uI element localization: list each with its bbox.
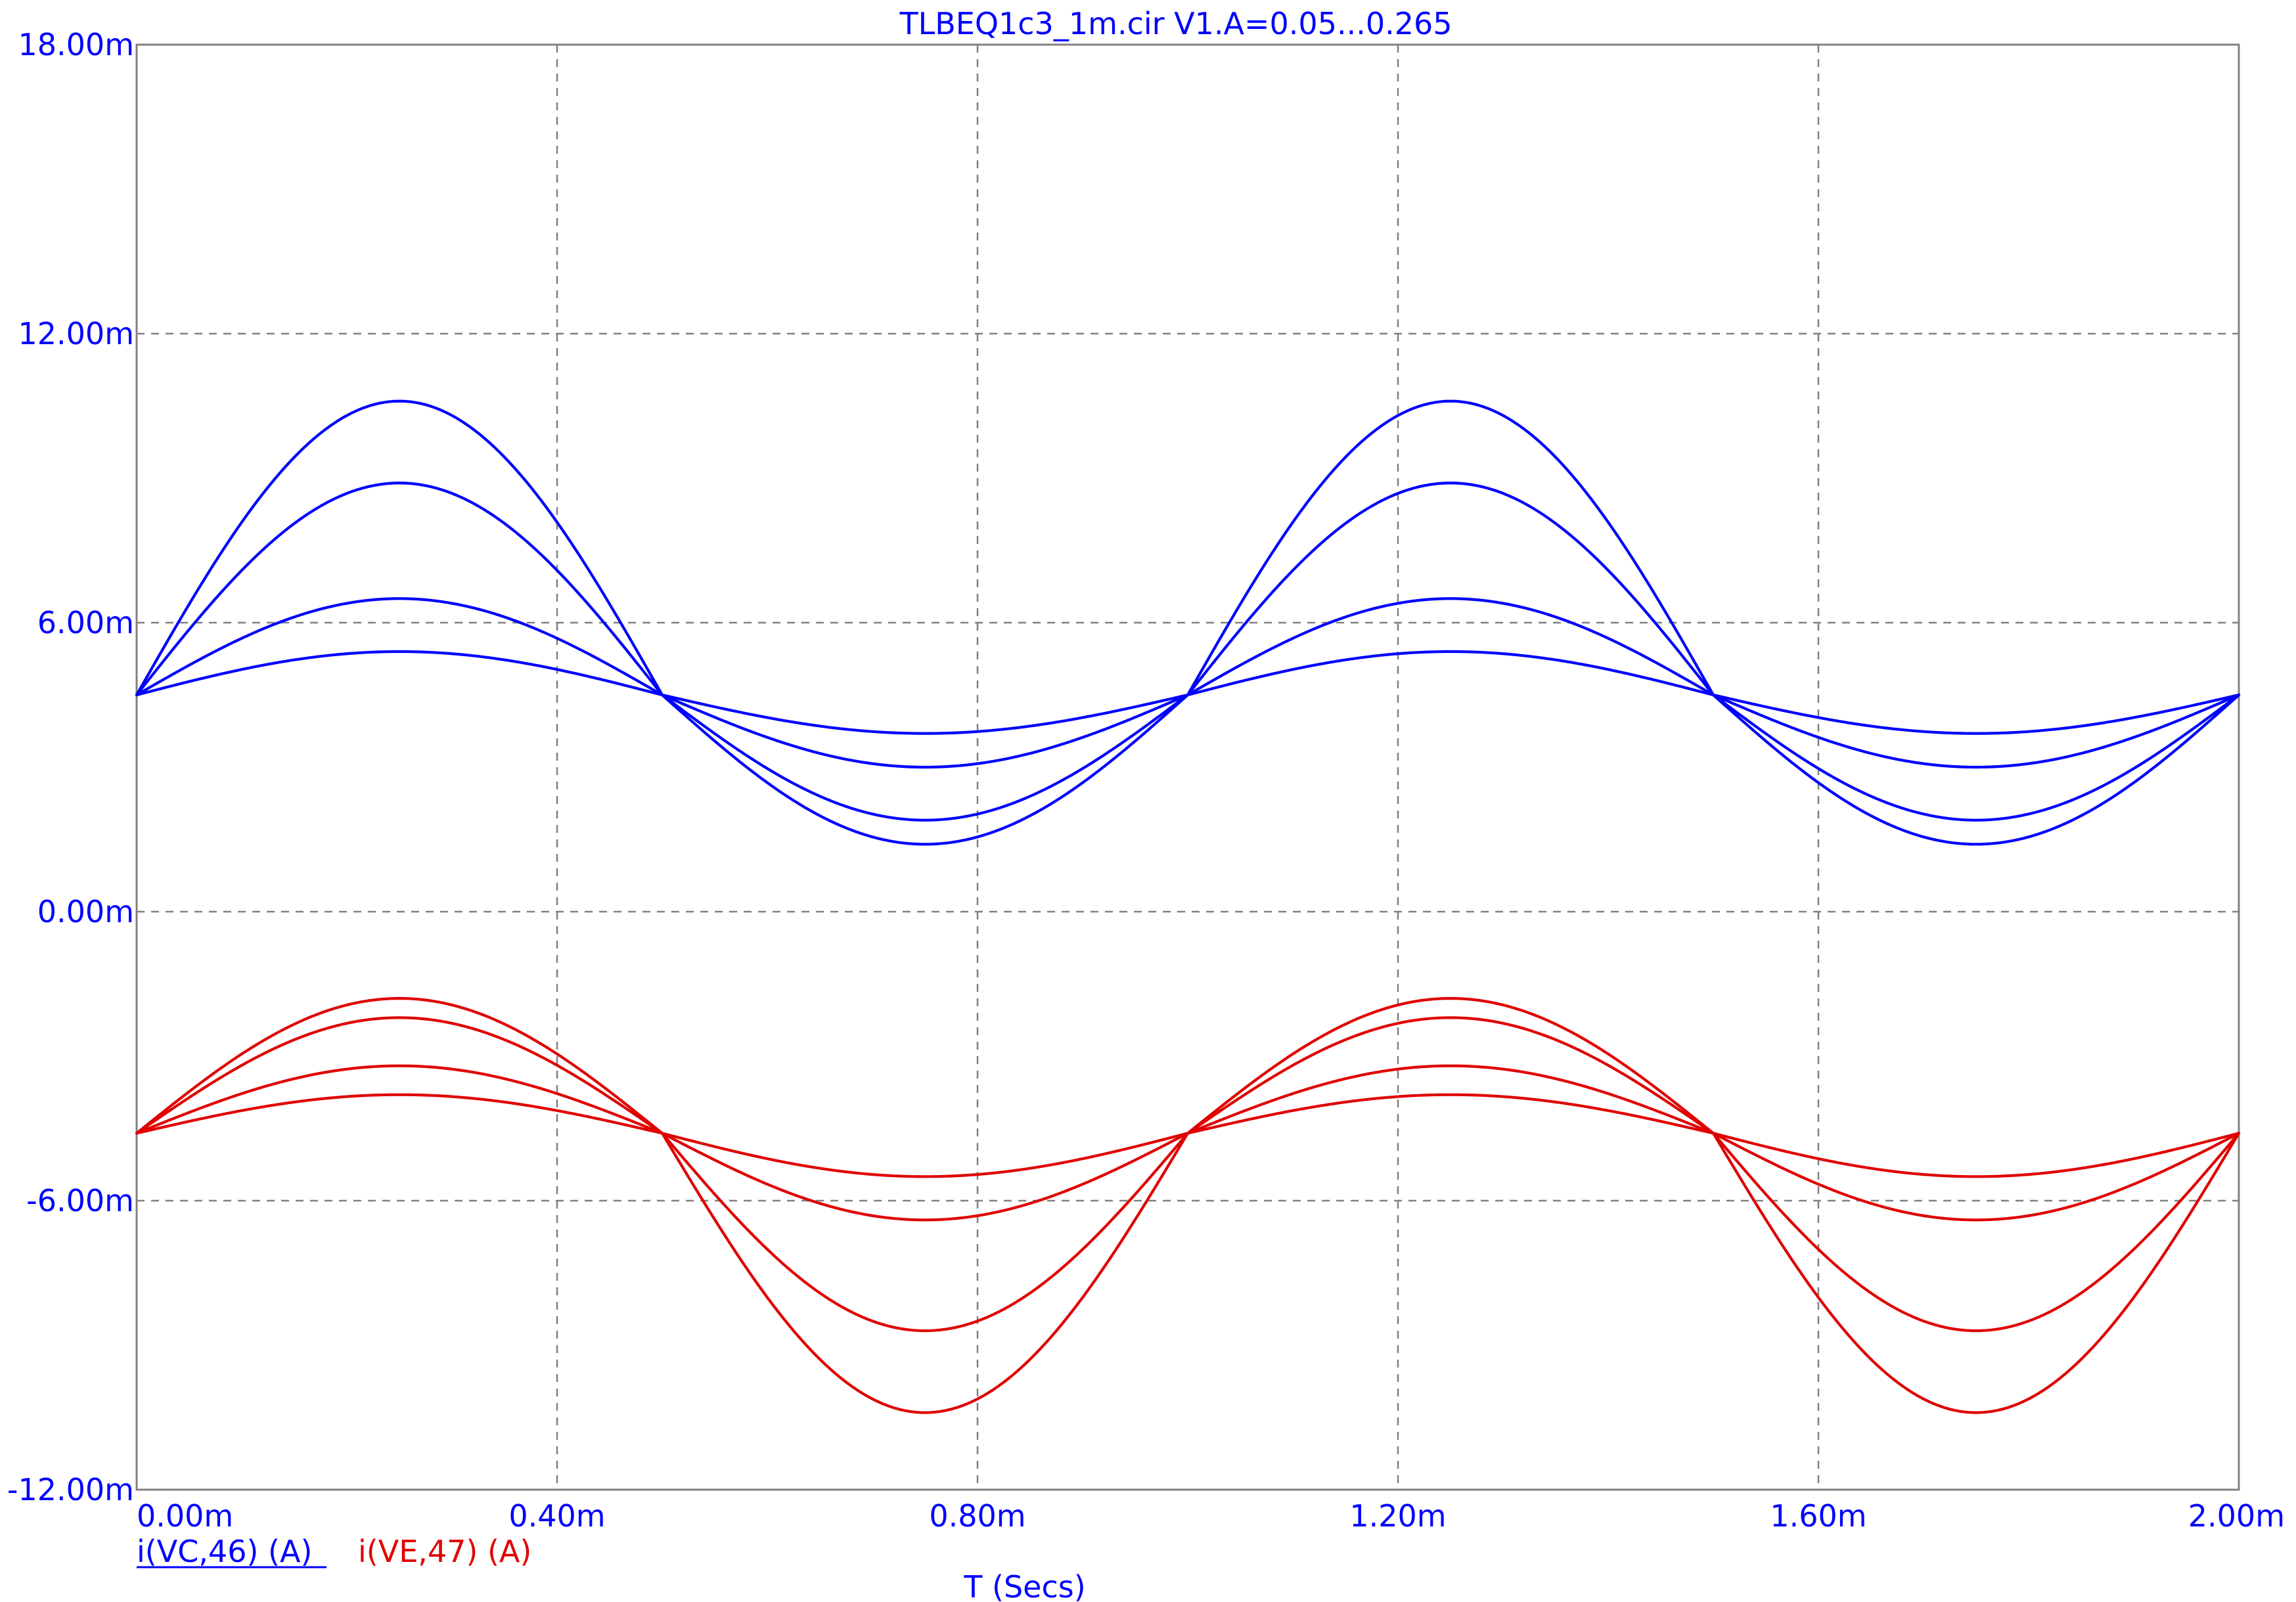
legend-item-ve: i(VE,47) (A): [358, 1534, 531, 1569]
x-tick-label: 0.80m: [929, 1498, 1025, 1534]
y-tick-labels: 18.00m 12.00m 6.00m 0.00m -6.00m -12.00m: [7, 27, 134, 1507]
x-axis-label: T (Secs): [963, 1569, 1085, 1602]
vc-trace-3: [135, 481, 2241, 822]
y-tick-label: 12.00m: [18, 316, 135, 351]
traces: [135, 399, 2241, 1414]
y-tick-label: 0.00m: [37, 894, 134, 929]
y-tick-label: 18.00m: [18, 27, 135, 62]
grid-lines: [137, 45, 2239, 1490]
plot-frame: [135, 43, 2240, 1491]
vc-trace-2: [135, 597, 2241, 769]
y-tick-label: -6.00m: [26, 1183, 134, 1218]
ve-trace-2: [135, 1064, 2241, 1222]
x-tick-label: 0.40m: [508, 1498, 605, 1534]
y-tick-label: -12.00m: [7, 1472, 134, 1507]
legend-item-vc: i(VC,46) (A): [137, 1534, 312, 1569]
x-tick-label: 2.00m: [2188, 1498, 2285, 1534]
x-tick-labels: 0.00m 0.40m 0.80m 1.20m 1.60m 2.00m: [137, 1498, 2285, 1534]
y-tick-label: 6.00m: [37, 605, 134, 640]
ve-trace-4: [135, 996, 2241, 1414]
vc-trace-4: [135, 399, 2241, 846]
chart-title: TLBEQ1c3_1m.cir V1.A=0.05...0.265: [899, 6, 1452, 41]
x-tick-label: 1.20m: [1349, 1498, 1446, 1534]
x-tick-label: 0.00m: [137, 1498, 233, 1534]
legend: i(VC,46) (A) i(VE,47) (A): [137, 1534, 531, 1569]
x-tick-label: 1.60m: [1770, 1498, 1866, 1534]
